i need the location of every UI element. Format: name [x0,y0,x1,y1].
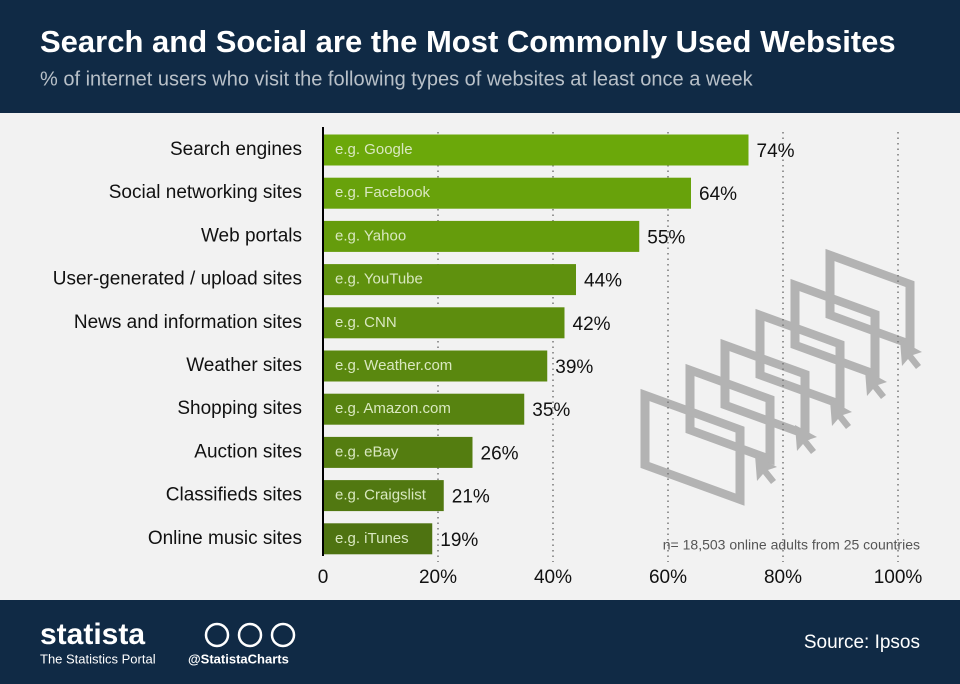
x-tick-label: 100% [874,567,923,588]
bar [323,134,749,166]
value-label: 64% [699,184,737,205]
bar-example: e.g. Craigslist [335,487,427,504]
bar [323,350,548,382]
brand: statista [40,618,145,651]
bar [323,177,691,209]
bar [323,220,640,252]
bar-example: e.g. Weather.com [335,357,452,374]
bar-example: e.g. Yahoo [335,227,406,244]
category-label: Online music sites [148,528,302,549]
chart-subtitle: % of internet users who visit the follow… [40,68,754,90]
category-label: Weather sites [186,355,302,376]
bar [323,480,444,512]
value-label: 19% [440,530,478,551]
value-label: 74% [757,141,795,162]
value-label: 21% [452,487,490,508]
bar-example: e.g. iTunes [335,530,409,547]
bar [323,307,565,339]
header-bg [0,0,960,113]
x-tick-label: 40% [534,567,572,588]
category-label: Social networking sites [109,182,302,203]
value-label: 39% [555,357,593,378]
tagline: The Statistics Portal [40,651,156,666]
handle: @StatistaCharts [188,651,289,666]
bar-example: e.g. Facebook [335,184,431,201]
category-label: News and information sites [74,312,302,333]
chart-title: Search and Social are the Most Commonly … [40,24,896,59]
footer-bg [0,600,960,684]
bar-example: e.g. Amazon.com [335,400,451,417]
category-label: User-generated / upload sites [53,269,302,290]
x-tick-label: 20% [419,567,457,588]
bar-example: e.g. YouTube [335,271,423,288]
bar-example: e.g. Google [335,141,413,158]
category-label: Web portals [201,225,302,246]
category-label: Auction sites [194,441,302,462]
bar-example: e.g. CNN [335,314,397,331]
source: Source: Ipsos [804,632,920,653]
value-label: 42% [573,314,611,335]
bar-example: e.g. eBay [335,443,399,460]
license-icons [204,622,296,648]
bar [323,436,473,468]
value-label: 26% [481,443,519,464]
x-tick-label: 0 [318,567,329,588]
sample-note: n= 18,503 online adults from 25 countrie… [663,537,920,553]
x-tick-label: 60% [649,567,687,588]
bar [323,264,576,296]
value-label: 44% [584,271,622,292]
category-label: Shopping sites [177,398,302,419]
monitor-illustration [640,248,915,506]
x-tick-label: 80% [764,567,802,588]
category-label: Classifieds sites [166,485,302,506]
value-label: 55% [647,227,685,248]
bar [323,523,433,555]
value-label: 35% [532,400,570,421]
bar [323,393,525,425]
cursor-icons [755,340,922,484]
category-label: Search engines [170,139,302,160]
